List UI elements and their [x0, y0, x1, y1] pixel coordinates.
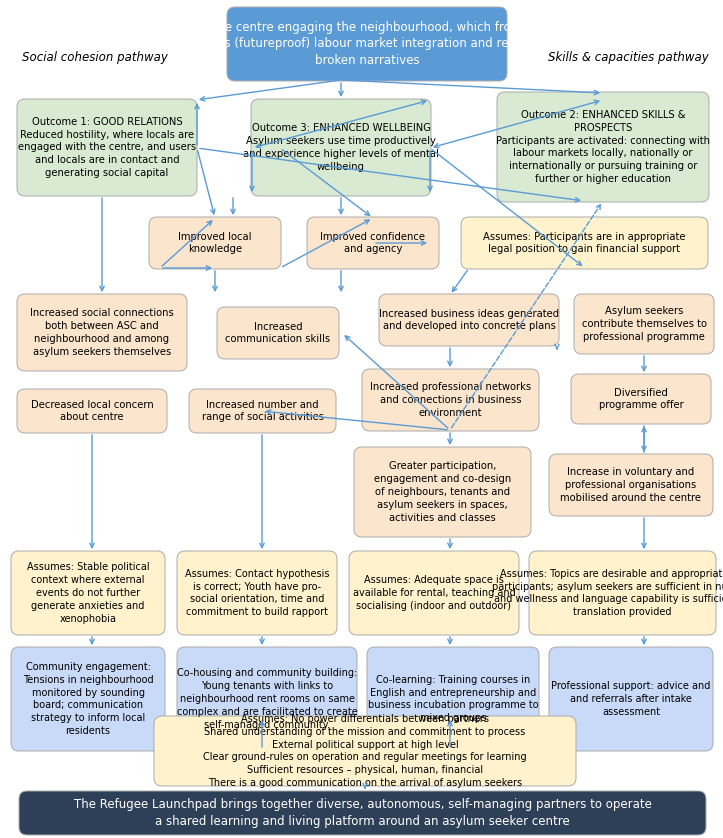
Text: Decreased local concern
about centre: Decreased local concern about centre	[30, 400, 153, 422]
Text: Community engagement:
Tensions in neighbourhood
monitored by sounding
board; com: Community engagement: Tensions in neighb…	[22, 662, 153, 736]
Text: Assumes: No power differentials between partners
Shared understanding of the mis: Assumes: No power differentials between …	[203, 714, 527, 788]
Text: Assumes: Topics are desirable and appropriate for
participants; asylum seekers a: Assumes: Topics are desirable and approp…	[492, 569, 723, 618]
Text: Professional support: advice and
and referrals after intake
assessment: Professional support: advice and and ref…	[552, 681, 711, 716]
Text: Assumes: Contact hypothesis
is correct; Youth have pro-
social orientation, time: Assumes: Contact hypothesis is correct; …	[185, 569, 329, 618]
FancyBboxPatch shape	[307, 217, 439, 269]
Text: Outcome 3: ENHANCED WELLBEING
Asylum seekers use time productively
and experienc: Outcome 3: ENHANCED WELLBEING Asylum see…	[243, 123, 439, 172]
FancyBboxPatch shape	[529, 551, 716, 635]
Text: Co-housing and community building:
Young tenants with links to
neighbourhood ren: Co-housing and community building: Young…	[176, 669, 357, 730]
FancyBboxPatch shape	[11, 551, 165, 635]
Text: Increased professional networks
and connections in business
environment: Increased professional networks and conn…	[370, 382, 531, 418]
FancyBboxPatch shape	[17, 389, 167, 433]
FancyBboxPatch shape	[571, 374, 711, 424]
FancyBboxPatch shape	[367, 647, 539, 751]
Text: Asylum seekers
contribute themselves to
professional programme: Asylum seekers contribute themselves to …	[581, 306, 706, 342]
FancyBboxPatch shape	[149, 217, 281, 269]
Text: Increased
communication skills: Increased communication skills	[226, 322, 330, 344]
Text: Skills & capacities pathway: Skills & capacities pathway	[547, 51, 709, 65]
Text: Increase in voluntary and
professional organisations
mobilised around the centre: Increase in voluntary and professional o…	[560, 468, 701, 503]
FancyBboxPatch shape	[461, 217, 708, 269]
FancyBboxPatch shape	[251, 99, 431, 196]
FancyBboxPatch shape	[11, 647, 165, 751]
Text: Assumes: Participants are in appropriate
legal position to gain financial suppor: Assumes: Participants are in appropriate…	[483, 231, 685, 255]
Text: Co-learning: Training courses in
English and entrepreneurship and
business incub: Co-learning: Training courses in English…	[368, 675, 539, 723]
Text: Social cohesion pathway: Social cohesion pathway	[22, 51, 168, 65]
Text: Greater participation,
engagement and co-design
of neighbours, tenants and
asylu: Greater participation, engagement and co…	[374, 462, 511, 523]
Text: The Refugee Launchpad brings together diverse, autonomous, self-managing partner: The Refugee Launchpad brings together di…	[74, 799, 651, 828]
Text: Improved local
knowledge: Improved local knowledge	[179, 231, 252, 255]
FancyBboxPatch shape	[549, 454, 713, 516]
FancyBboxPatch shape	[574, 294, 714, 354]
FancyBboxPatch shape	[189, 389, 336, 433]
FancyBboxPatch shape	[354, 447, 531, 537]
Text: Diversified
programme offer: Diversified programme offer	[599, 388, 683, 411]
Text: Increased social connections
both between ASC and
neighbourhood and among
asylum: Increased social connections both betwee…	[30, 308, 174, 357]
Text: An inclusive centre engaging the neighbourhood, which from day one
supports (fut: An inclusive centre engaging the neighbo…	[161, 21, 573, 67]
Text: Outcome 2: ENHANCED SKILLS &
PROSPECTS
Participants are activated: connecting wi: Outcome 2: ENHANCED SKILLS & PROSPECTS P…	[496, 110, 710, 184]
Text: Assumes: Adequate space is
available for rental, teaching and
socialising (indoo: Assumes: Adequate space is available for…	[353, 575, 515, 611]
Text: Improved confidence
and agency: Improved confidence and agency	[320, 231, 426, 255]
FancyBboxPatch shape	[177, 551, 337, 635]
FancyBboxPatch shape	[227, 7, 507, 81]
FancyBboxPatch shape	[549, 647, 713, 751]
Text: Increased number and
range of social activities: Increased number and range of social act…	[202, 400, 323, 422]
FancyBboxPatch shape	[362, 369, 539, 431]
Text: Assumes: Stable political
context where external
events do not further
generate : Assumes: Stable political context where …	[27, 562, 150, 623]
FancyBboxPatch shape	[17, 294, 187, 371]
FancyBboxPatch shape	[19, 791, 706, 835]
FancyBboxPatch shape	[17, 99, 197, 196]
FancyBboxPatch shape	[497, 92, 709, 202]
Text: Outcome 1: GOOD RELATIONS
Reduced hostility, where locals are
engaged with the c: Outcome 1: GOOD RELATIONS Reduced hostil…	[18, 116, 196, 178]
FancyBboxPatch shape	[177, 647, 357, 751]
FancyBboxPatch shape	[379, 294, 559, 346]
FancyBboxPatch shape	[154, 716, 576, 786]
FancyBboxPatch shape	[217, 307, 339, 359]
FancyBboxPatch shape	[349, 551, 519, 635]
Text: Increased business ideas generated
and developed into concrete plans: Increased business ideas generated and d…	[379, 308, 559, 331]
